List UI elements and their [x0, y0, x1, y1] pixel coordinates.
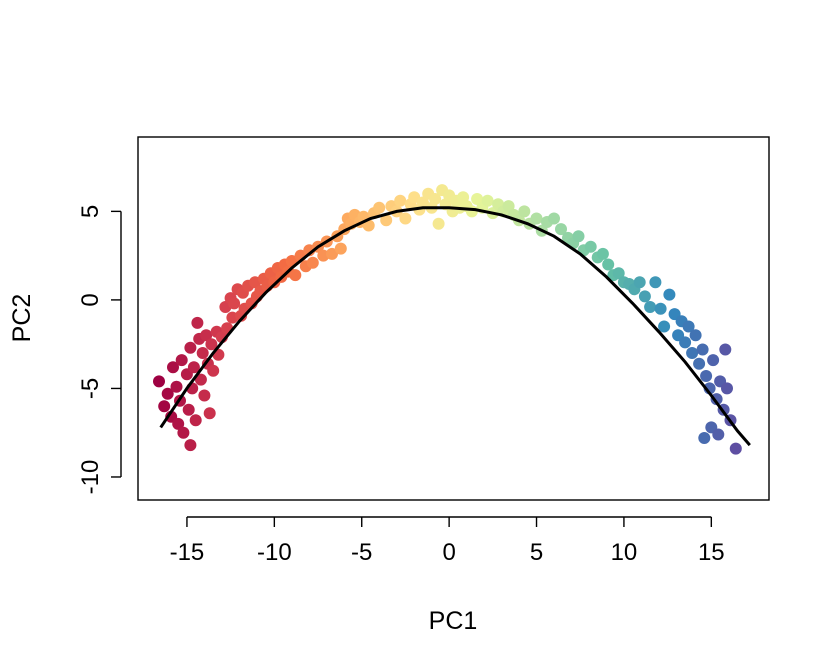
y-axis: -10 -5 0 5 — [77, 205, 122, 495]
data-point — [658, 320, 671, 333]
data-point — [399, 212, 412, 225]
data-point — [719, 343, 732, 356]
data-point — [380, 214, 393, 227]
data-point — [161, 387, 174, 400]
data-point — [432, 217, 445, 230]
data-point — [693, 357, 706, 370]
data-point — [362, 219, 375, 232]
data-point — [481, 194, 494, 207]
y-tick-label: 0 — [77, 293, 104, 306]
data-point — [326, 247, 338, 260]
data-point — [394, 194, 407, 207]
x-tick-label: 10 — [611, 539, 638, 566]
x-tick-label: 15 — [698, 539, 725, 566]
data-point — [334, 242, 347, 255]
data-point — [196, 347, 209, 359]
data-point — [471, 193, 484, 205]
data-point — [408, 191, 421, 204]
data-point — [289, 269, 302, 282]
data-point — [416, 196, 429, 209]
data-point — [175, 354, 188, 367]
data-point — [654, 302, 667, 315]
y-tick-label: 5 — [77, 205, 104, 218]
data-point — [194, 373, 207, 386]
data-point — [700, 370, 713, 382]
x-tick-label: 5 — [530, 539, 543, 566]
data-point — [184, 341, 197, 354]
data-point — [207, 364, 220, 377]
data-point — [649, 276, 662, 289]
data-point — [696, 343, 709, 356]
x-tick-label: -15 — [170, 539, 205, 566]
data-point — [721, 382, 733, 395]
data-point — [572, 230, 585, 243]
data-point — [191, 316, 204, 329]
y-tick-label: -5 — [77, 378, 104, 399]
x-tick-label: -10 — [257, 539, 292, 566]
data-point — [548, 212, 560, 225]
data-point — [167, 361, 179, 374]
fitted-curve — [159, 206, 751, 447]
x-axis-title: PC1 — [429, 607, 478, 635]
data-point — [189, 414, 202, 427]
data-point — [689, 329, 702, 342]
data-point — [663, 288, 676, 301]
x-tick-label: 0 — [442, 539, 455, 566]
data-point — [200, 329, 213, 342]
x-tick-label: -5 — [351, 539, 372, 566]
data-point — [584, 240, 597, 253]
data-point — [698, 432, 711, 444]
data-point — [172, 417, 185, 430]
plot-area-frame — [137, 136, 770, 501]
data-point — [502, 200, 515, 213]
data-point — [638, 290, 651, 303]
data-point — [707, 354, 720, 367]
data-point — [187, 361, 200, 374]
data-point — [729, 442, 742, 455]
x-axis: -15 -10 -5 0 5 10 15 — [170, 516, 725, 566]
data-point — [182, 403, 195, 416]
data-point — [373, 201, 386, 214]
data-point — [228, 297, 241, 310]
data-point — [184, 439, 197, 452]
data-point — [633, 276, 646, 289]
data-point — [686, 347, 699, 359]
data-point — [153, 375, 165, 388]
data-point — [602, 258, 615, 271]
data-point — [177, 426, 190, 439]
data-point — [530, 212, 543, 225]
data-point — [682, 320, 695, 333]
data-point — [306, 256, 319, 269]
data-point — [555, 223, 567, 236]
data-point — [198, 389, 211, 402]
data-point — [205, 338, 218, 351]
y-axis-title: PC2 — [8, 294, 36, 343]
data-point — [429, 193, 442, 205]
data-point — [170, 380, 183, 393]
data-point — [158, 400, 171, 413]
data-point — [518, 205, 531, 218]
y-tick-label: -10 — [77, 460, 104, 495]
data-point — [612, 267, 625, 280]
data-point — [203, 407, 216, 420]
data-point — [596, 247, 609, 260]
data-point — [679, 336, 692, 349]
data-point — [465, 205, 478, 218]
data-point — [712, 428, 725, 441]
data-point — [644, 301, 657, 313]
